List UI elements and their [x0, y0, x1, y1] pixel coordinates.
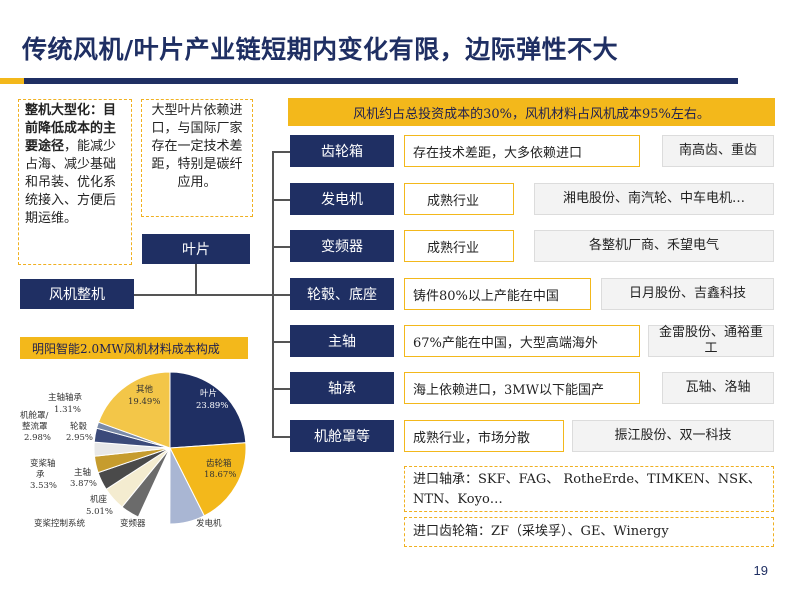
import-bearing-box: 进口轴承：SKF、FAG、 RotheErde、TIMKEN、NSK、NTN、K…	[404, 466, 774, 512]
companies-nacelle: 振江股份、双一科技	[572, 420, 774, 452]
connector-blade-vertical	[195, 264, 197, 294]
cost-banner: 风机约占总投资成本的30%，风机材料占风机成本95%左右。	[288, 98, 775, 126]
page-number: 19	[753, 563, 768, 578]
component-bearing: 轴承	[290, 372, 394, 404]
companies-hub-base: 日月股份、吉鑫科技	[601, 278, 774, 310]
companies-generator: 湘电股份、南汽轮、中车电机…	[534, 183, 774, 215]
label-blade-pct: 23.89%	[196, 401, 228, 411]
label-nacelle-name2: 整流罩	[22, 421, 48, 432]
label-other-name: 其他	[136, 384, 154, 395]
node-turbine: 风机整机	[20, 279, 134, 309]
pie-chart-title: 明阳智能2.0MW风机材料成本构成	[20, 337, 248, 359]
status-hub-base: 铸件80%以上产能在中国	[404, 278, 591, 310]
label-hub-name: 轮毂	[70, 421, 88, 432]
node-blade: 叶片	[142, 234, 250, 264]
status-nacelle: 成熟行业，市场分散	[404, 420, 564, 452]
label-gen-name: 发电机	[196, 518, 222, 529]
component-converter: 变频器	[290, 230, 394, 262]
label-gear-pct: 18.67%	[204, 470, 236, 480]
status-gearbox: 存在技术差距，大多依赖进口	[404, 135, 640, 167]
note-left-bold: 整机大型化：目前降低成本的主要途径	[25, 103, 117, 154]
label-pitch-name1: 变桨轴	[30, 458, 56, 469]
pie-slice-1	[169, 442, 247, 517]
label-other-pct: 19.49%	[128, 397, 160, 407]
status-converter: 成熟行业	[404, 230, 514, 262]
status-bearing: 海上依赖进口，3MW以下能国产	[404, 372, 640, 404]
note-blade-import: 大型叶片依赖进口，与国际厂家存在一定技术差距，特别是碳纤应用。	[141, 99, 253, 217]
connector-branch-4	[272, 294, 290, 296]
label-mainbearing-name: 主轴轴承	[48, 392, 83, 403]
companies-converter: 各整机厂商、禾望电气	[534, 230, 774, 262]
pie-slice-0	[169, 371, 247, 449]
component-hub-base: 轮毂、底座	[290, 278, 394, 310]
label-frame-pct: 5.01%	[86, 507, 113, 517]
connector-root-horizontal	[134, 294, 272, 296]
pie-slices	[93, 371, 247, 525]
note-turbine-upsizing: 整机大型化：目前降低成本的主要途径，能减少占海、减少基础和吊装、优化系统接入、方…	[18, 99, 132, 265]
companies-gearbox: 南高齿、重齿	[662, 135, 774, 167]
page-title: 传统风机/叶片产业链短期内变化有限，边际弹性不大	[22, 35, 619, 64]
pie-slice-11	[97, 371, 171, 449]
connector-branch-1	[272, 151, 290, 153]
label-pitch-pct: 3.53%	[30, 481, 57, 491]
label-hub-pct: 2.95%	[66, 433, 93, 443]
label-shaft-name: 主轴	[74, 467, 91, 478]
component-gearbox: 齿轮箱	[290, 135, 394, 167]
title-underline-accent	[0, 78, 24, 84]
title-underline	[0, 78, 738, 84]
label-conv-name: 变频器	[120, 518, 146, 529]
label-shaft-pct: 3.87%	[70, 479, 97, 489]
label-blade-name: 叶片	[200, 388, 217, 399]
component-generator: 发电机	[290, 183, 394, 215]
import-gearbox-box: 进口齿轮箱：ZF（采埃孚）、GE、Winergy	[404, 517, 774, 547]
label-pitch-name2: 承	[36, 470, 45, 480]
connector-branch-5	[272, 341, 290, 343]
connector-branch-2	[272, 199, 290, 201]
label-nacelle-name1: 机舱罩/	[20, 410, 49, 421]
companies-bearing: 瓦轴、洛轴	[662, 372, 774, 404]
connector-branch-3	[272, 246, 290, 248]
component-nacelle: 机舱罩等	[290, 420, 394, 452]
status-main-shaft: 67%产能在中国，大型高端海外	[404, 325, 640, 357]
component-main-shaft: 主轴	[290, 325, 394, 357]
label-mainbearing-pct: 1.31%	[54, 405, 81, 415]
note-left-rest: ，能减少占海、减少基础和吊装、优化系统接入、方便后期运维。	[25, 139, 117, 226]
companies-main-shaft: 金雷股份、通裕重工	[648, 325, 774, 357]
connector-branch-6	[272, 388, 290, 390]
label-pitchctrl-name: 变桨控制系统	[34, 518, 86, 529]
pie-chart: 叶片 23.89% 齿轮箱 18.67% 其他 19.49% 主轴轴承 1.31…	[20, 371, 247, 529]
label-gear-name: 齿轮箱	[206, 458, 232, 469]
connector-branch-7	[272, 436, 290, 438]
label-frame-name: 机座	[90, 494, 108, 505]
connector-trunk	[272, 151, 274, 436]
status-generator: 成熟行业	[404, 183, 514, 215]
label-nacelle-pct: 2.98%	[24, 433, 51, 443]
